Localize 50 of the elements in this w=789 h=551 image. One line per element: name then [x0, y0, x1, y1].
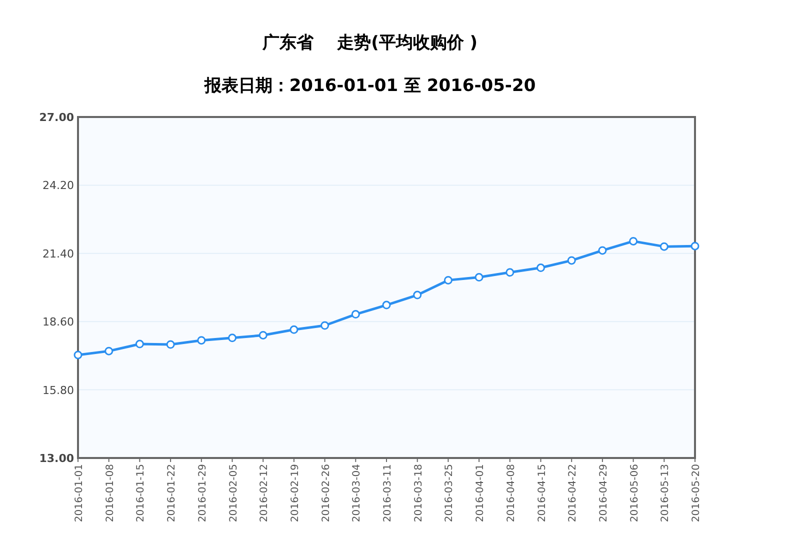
point [320, 321, 330, 330]
point [413, 290, 422, 300]
x-tick-label: 2016-02-12 [259, 464, 270, 522]
x-tick-label: 2016-04-15 [536, 464, 548, 522]
x-tick-label: 2016-05-13 [660, 464, 672, 522]
point [567, 256, 576, 265]
x-tick-label: 2016-02-26 [320, 464, 332, 522]
y-tick-label: 15.80 [42, 384, 74, 397]
y-tick-label: 21.40 [42, 247, 74, 260]
x-tick-label: 2016-03-25 [444, 464, 456, 522]
point [629, 236, 638, 246]
point [228, 334, 236, 342]
point [258, 330, 268, 340]
x-tick-label: 2016-04-08 [506, 464, 517, 522]
x-tick-label: 2016-01-01 [74, 464, 85, 522]
point [351, 310, 360, 319]
point [598, 246, 607, 255]
x-tick-label: 2016-04-29 [598, 464, 610, 522]
point [290, 325, 298, 334]
x-tick-label: 2016-01-08 [104, 464, 116, 522]
point [506, 268, 514, 277]
chart-subtitle: 报表日期：2016-01-01 至 2016-05-20 [203, 76, 536, 96]
x-tick-label: 2016-02-19 [290, 464, 301, 522]
x-tick-label: 2016-01-29 [197, 464, 208, 522]
y-tick-label: 13.00 [39, 452, 74, 465]
point [135, 340, 144, 348]
x-tick-label: 2016-04-01 [475, 464, 486, 522]
y-tick-label: 24.20 [42, 179, 74, 192]
x-tick-label: 2016-04-22 [568, 464, 579, 522]
point [474, 273, 484, 282]
point [536, 264, 545, 272]
x-tick-label: 2016-01-22 [166, 464, 178, 522]
point [166, 340, 175, 349]
chart-title: 广东省 走势(平均收购价 ) [261, 33, 478, 53]
x-tick-label: 2016-05-06 [629, 464, 640, 522]
x-tick-label: 2016-02-05 [228, 464, 240, 522]
x-tick-label: 2016-03-11 [382, 464, 394, 522]
y-tick-label: 18.60 [42, 316, 74, 329]
y-tick-label: 27.00 [39, 111, 74, 124]
x-tick-label: 2016-05-20 [691, 464, 702, 522]
point [197, 336, 206, 345]
point [104, 346, 114, 356]
point [74, 350, 82, 360]
x-tick-label: 2016-03-04 [352, 464, 363, 522]
point [660, 242, 668, 251]
x-tick-label: 2016-01-15 [136, 464, 147, 522]
x-tick-label: 2016-03-18 [413, 464, 424, 522]
point [382, 300, 391, 310]
point [444, 276, 452, 284]
point [690, 242, 700, 250]
